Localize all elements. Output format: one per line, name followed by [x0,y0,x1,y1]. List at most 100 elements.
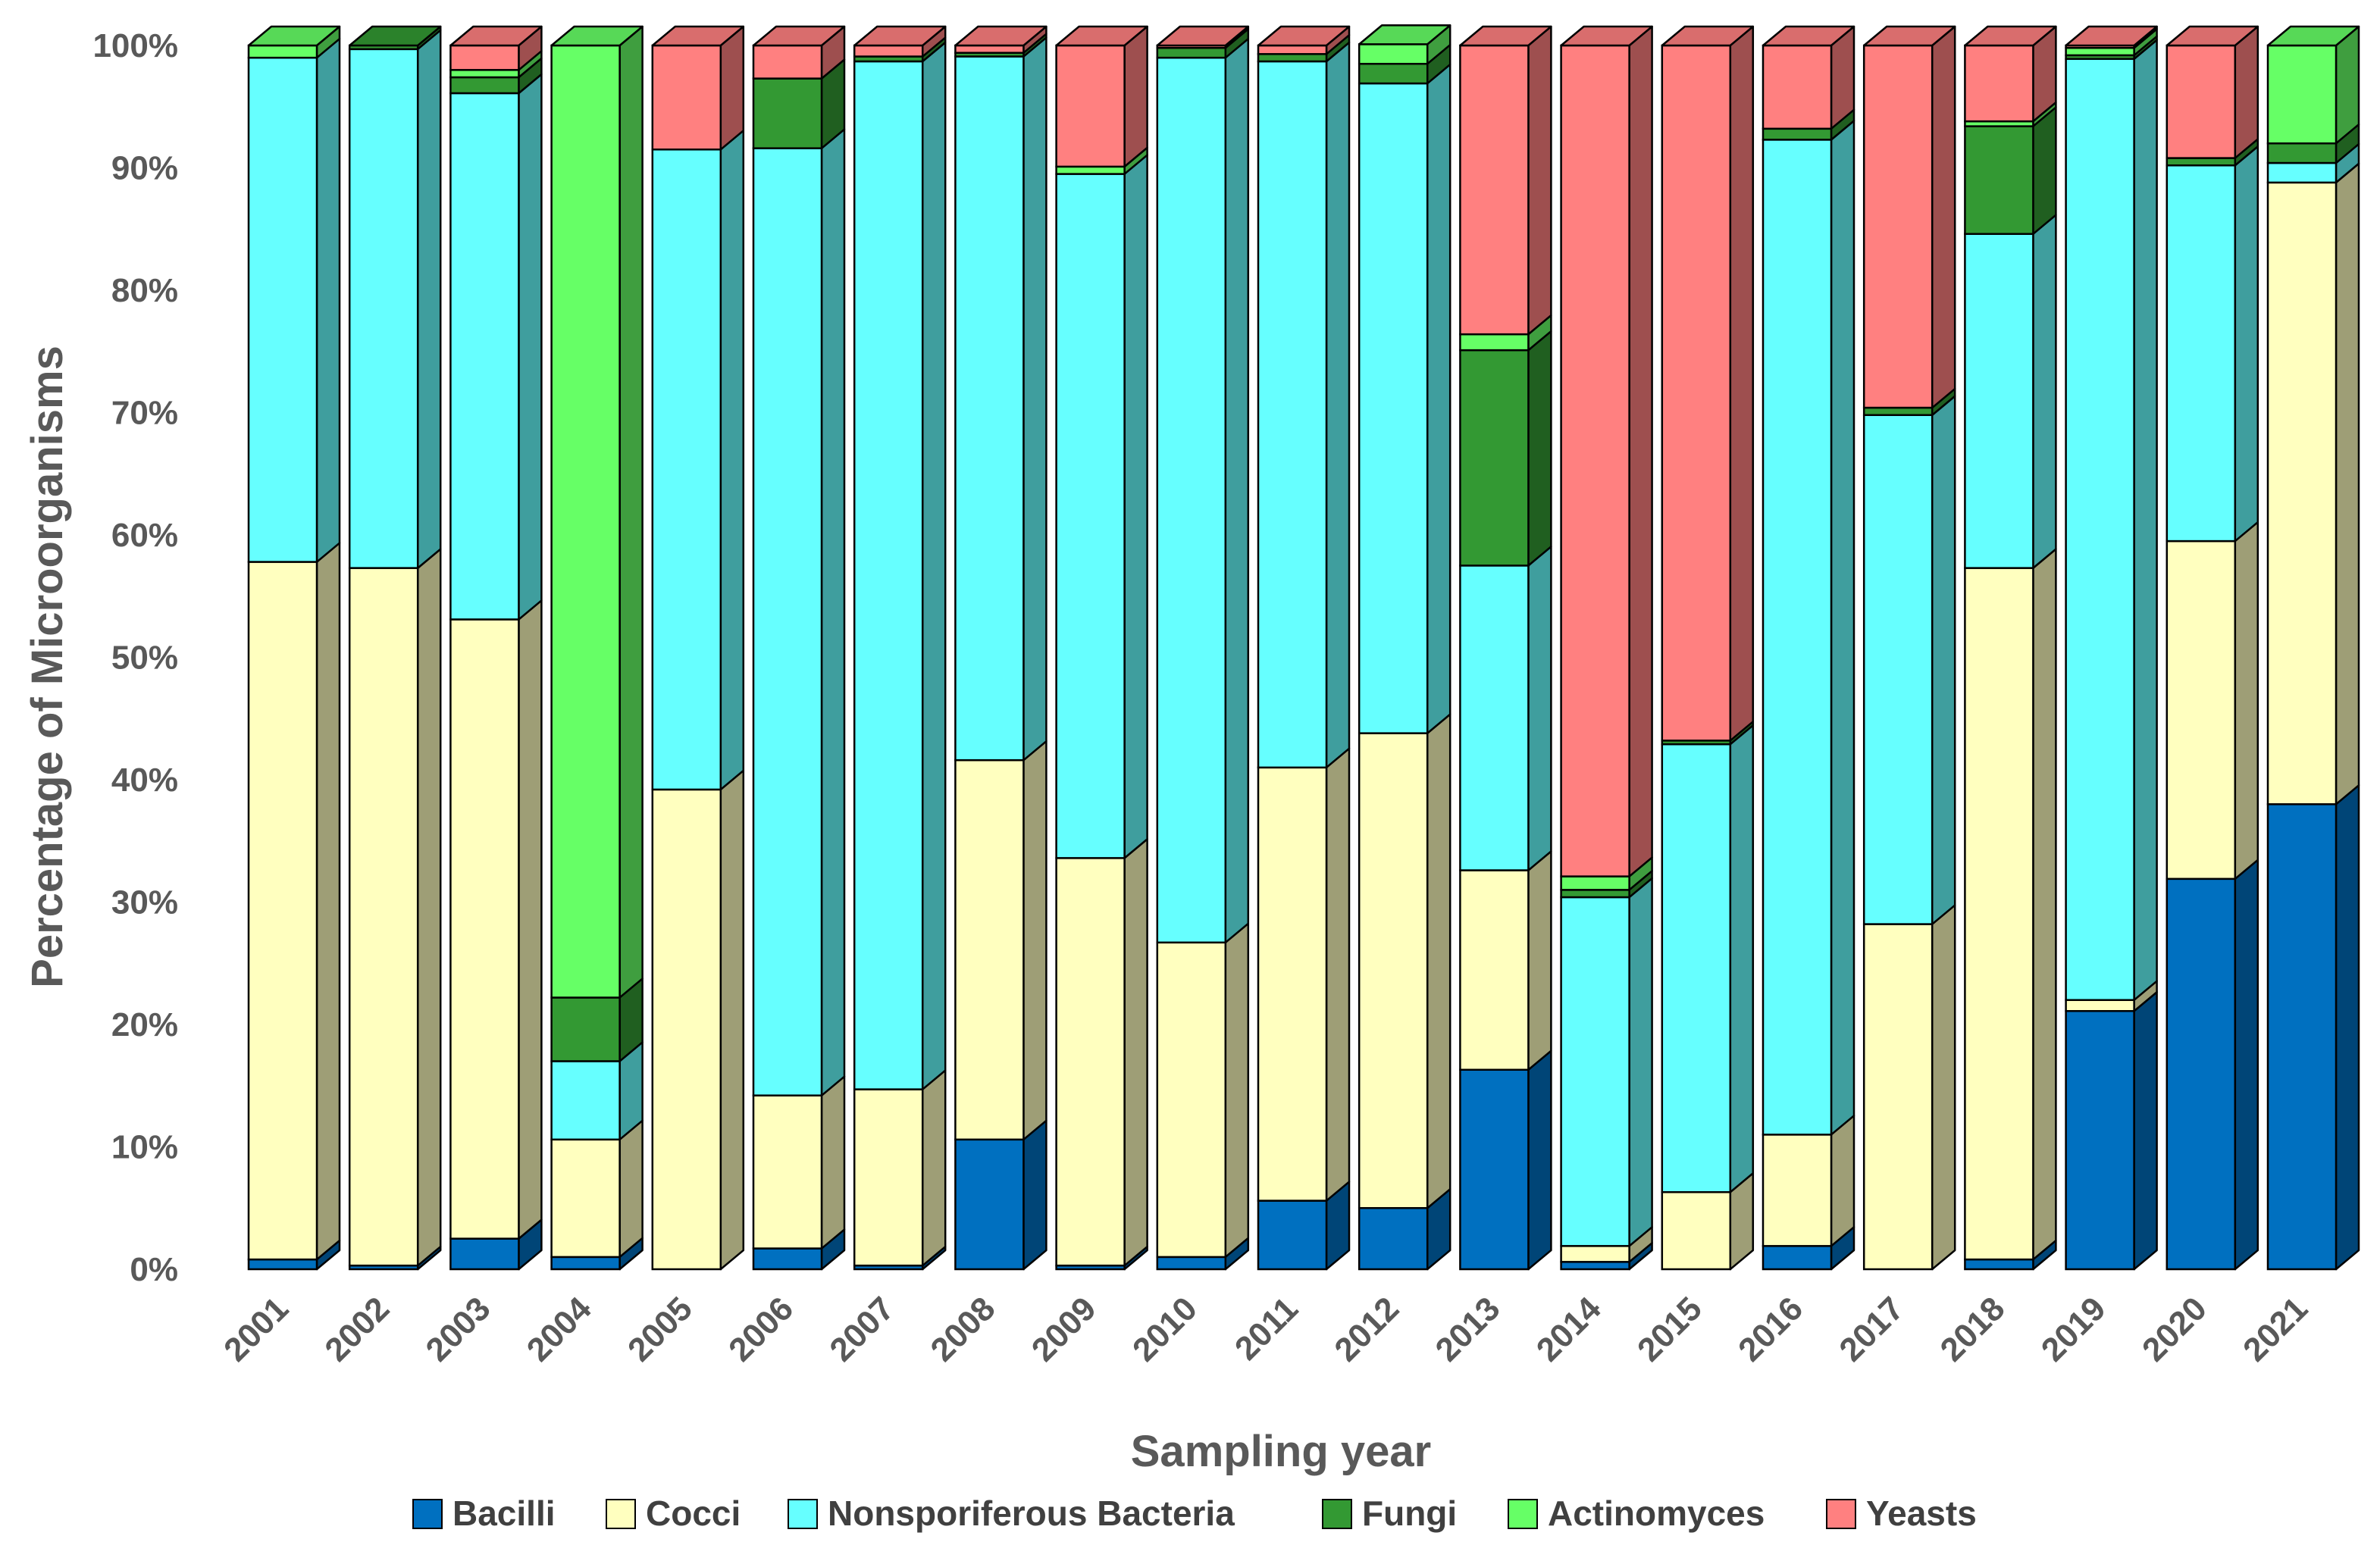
x-tick-label: 2019 [2034,1290,2113,1368]
x-tick-label: 2013 [1429,1290,1508,1368]
bar-top-2020 [2165,25,2259,47]
y-tick-label: 40% [111,762,178,799]
bar-segment-nonsporiferous-bacteria-2002 [348,29,442,569]
x-tick-label: 2005 [621,1290,700,1368]
bar-segment-yeasts-2005 [651,25,745,151]
x-tick-label: 2003 [419,1290,498,1368]
bar-stack-2003 [449,25,543,1271]
legend-label: Cocci [646,1494,741,1533]
bar-top-2011 [1257,25,1351,47]
bar-stack-2001 [247,25,341,1271]
bar-segment-nonsporiferous-bacteria-2001 [247,37,341,563]
bar-segment-nonsporiferous-bacteria-2020 [2165,145,2259,543]
bar-top-2005 [651,25,745,47]
bar-segment-bacilli-2021 [2266,784,2360,1271]
x-tick-label: 2012 [1327,1290,1406,1368]
legend-item-yeasts: Yeasts [1826,1494,1977,1533]
bar-segment-fungi-2004 [550,978,644,1062]
x-axis-ticks: 2001 2002 2003 2004 2005 2006 2007 2008 2009 2010… [217,1290,2315,1368]
legend-swatch [1322,1499,1352,1529]
bar-segment-yeasts-2015 [1661,25,1755,742]
bar-segment-cocci-2021 [2266,162,2360,805]
legend-label: Actinomyces [1548,1494,1765,1533]
bar-segment-nonsporiferous-bacteria-2012 [1358,63,1451,734]
x-tick-label: 2002 [318,1290,396,1368]
bar-stack-2020 [2165,25,2259,1271]
x-tick-label: 2017 [1832,1290,1911,1368]
legend-label: Yeasts [1866,1494,1977,1533]
bar-segment-nonsporiferous-bacteria-2018 [1964,214,2057,569]
bar-stack-2014 [1560,25,1653,1271]
x-tick-label: 2006 [722,1290,800,1368]
legend-item-fungi: Fungi [1322,1494,1457,1533]
bar-segment-yeasts-2016 [1762,25,1855,130]
bar-stack-2015 [1661,25,1755,1271]
legend-swatch [788,1499,818,1529]
bar-segment-cocci-2005 [651,769,745,1271]
bar-segment-bacilli-2010 [1156,1237,1250,1271]
bar-segment-cocci-2007 [853,1069,947,1267]
legend-label: Fungi [1362,1494,1457,1533]
bar-segment-nonsporiferous-bacteria-2007 [853,41,947,1090]
bar-segment-bacilli-2013 [1459,1049,1552,1271]
bar-top-2016 [1762,25,1855,47]
bar-segment-cocci-2018 [1964,548,2057,1261]
bar-segment-nonsporiferous-bacteria-2017 [1862,395,1956,925]
legend-item-cocci: Cocci [606,1494,741,1533]
legend: Bacilli Cocci Nonsporiferous Bacteria Fungi… [412,1494,1977,1533]
bar-segment-nonsporiferous-bacteria-2008 [954,36,1048,762]
bar-segment-cocci-2009 [1055,838,1148,1267]
bar-segment-bacilli-2020 [2165,859,2259,1271]
bar-top-2008 [954,25,1048,47]
bar-segment-cocci-2013 [1459,850,1552,1071]
bar-segment-nonsporiferous-bacteria-2009 [1055,154,1148,859]
bar-segment-cocci-2012 [1358,713,1451,1209]
bar-segment-actinomyces-2001 [247,25,341,59]
bar-segment-nonsporiferous-bacteria-2019 [2065,39,2158,1001]
bar-segment-cocci-2008 [954,740,1048,1141]
bar-stack-2018 [1964,25,2057,1271]
legend-item-bacilli: Bacilli [412,1494,556,1533]
x-tick-label: 2007 [822,1290,901,1368]
bar-segment-cocci-2001 [247,542,341,1261]
x-tick-label: 2011 [1228,1290,1305,1367]
bar-segment-cocci-2006 [752,1075,846,1250]
bar-stack-2005 [651,25,745,1271]
bar-segment-cocci-2003 [449,599,543,1240]
y-tick-label: 50% [111,640,178,677]
bar-segment-actinomyces-2012 [1358,24,1451,65]
y-tick-label: 30% [111,884,178,921]
x-tick-label: 2020 [2135,1290,2214,1368]
legend-swatch [1508,1499,1538,1529]
bar-top-2004 [550,25,644,47]
bar-top-2009 [1055,25,1148,47]
y-axis-title: Percentage of Microorganisms [23,346,72,988]
x-tick-label: 2015 [1630,1290,1709,1368]
bar-segment-fungi-2006 [752,58,846,149]
bar-top-2014 [1560,25,1653,47]
legend-item-nonsporiferous-bacteria: Nonsporiferous Bacteria [788,1494,1235,1533]
x-tick-label: 2004 [520,1290,599,1368]
bar-stack-2008 [954,25,1048,1271]
bar-segment-yeasts-2014 [1560,25,1653,877]
bar-top-2017 [1862,25,1956,47]
x-tick-label: 2009 [1025,1290,1104,1368]
y-tick-label: 60% [111,517,178,554]
y-tick-label: 0% [130,1251,178,1288]
bar-stack-2017 [1862,25,1956,1271]
x-tick-label: 2010 [1126,1290,1204,1368]
legend-item-actinomyces: Actinomyces [1508,1494,1765,1533]
bar-segment-cocci-2011 [1257,747,1351,1202]
y-tick-label: 10% [111,1129,178,1166]
bar-segment-bacilli-2019 [2065,990,2158,1271]
x-tick-label: 2014 [1530,1290,1608,1368]
bar-segment-nonsporiferous-bacteria-2011 [1257,41,1351,769]
bar-segment-yeasts-2003 [449,25,543,71]
bar-segment-bacilli-2016 [1762,1226,1855,1271]
bar-stack-2004 [550,25,644,1271]
bar-segment-cocci-2020 [2165,521,2259,881]
legend-swatch [606,1499,636,1529]
bar-segment-nonsporiferous-bacteria-2013 [1459,546,1552,871]
x-tick-label: 2018 [1934,1290,2012,1368]
bar-stack-2009 [1055,25,1148,1271]
